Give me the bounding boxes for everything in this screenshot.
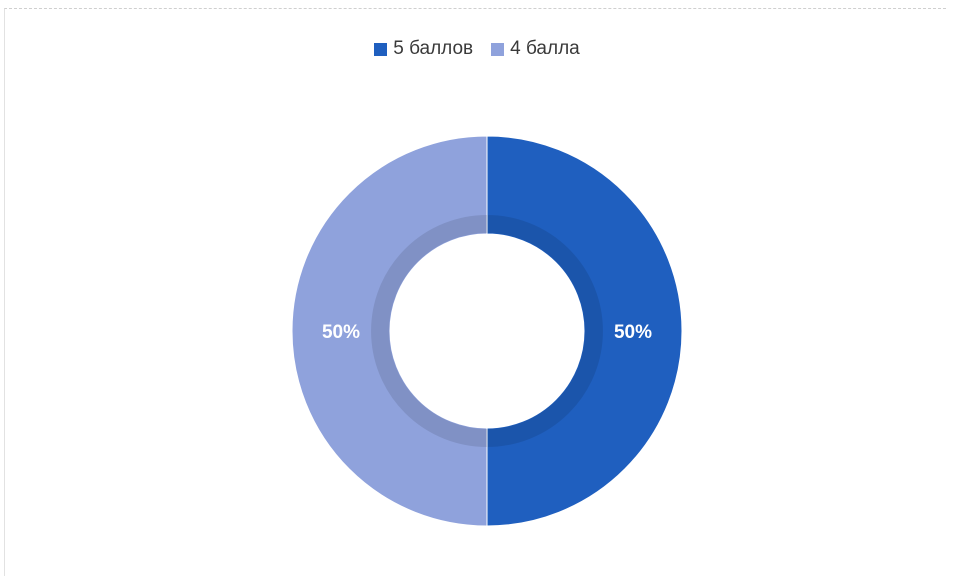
donut-slice-4-points bbox=[291, 135, 488, 527]
legend-label-5-points: 5 баллов bbox=[393, 38, 474, 59]
data-label-5-points: 50% bbox=[614, 322, 652, 343]
donut-slices bbox=[291, 135, 683, 527]
chart-legend: 5 баллов 4 балла bbox=[0, 38, 954, 60]
legend-item-4-points: 4 балла bbox=[491, 38, 580, 60]
legend-swatch-5-points bbox=[374, 42, 388, 56]
donut-data-labels: 50% 50% bbox=[322, 322, 652, 343]
donut-slice-bevel bbox=[486, 215, 603, 447]
data-label-4-points: 50% bbox=[322, 322, 360, 343]
legend-swatch-4-points bbox=[491, 42, 505, 56]
donut-slice-5-points bbox=[486, 135, 683, 527]
legend-item-5-points: 5 баллов bbox=[374, 38, 473, 60]
legend-label-4-points: 4 балла bbox=[510, 38, 580, 59]
donut-slice-bevel bbox=[371, 215, 488, 447]
